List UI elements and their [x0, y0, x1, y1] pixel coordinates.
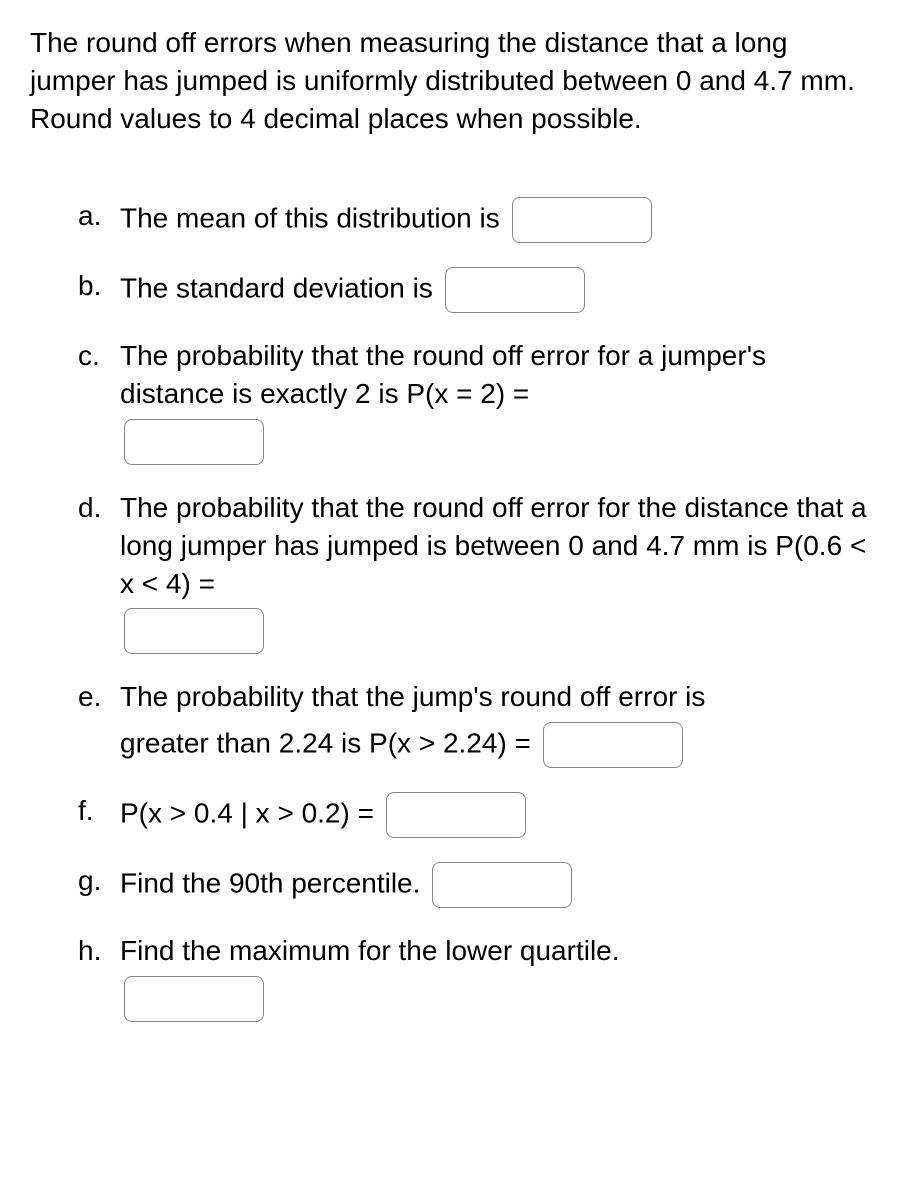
question-f: f. P(x > 0.4 | x > 0.2) = — [78, 792, 876, 838]
problem-intro: The round off errors when measuring the … — [30, 24, 876, 137]
marker-d: d. — [78, 489, 101, 527]
answer-input-d[interactable] — [124, 608, 264, 654]
text-g: Find the 90th percentile. — [120, 868, 420, 899]
question-g: g. Find the 90th percentile. — [78, 862, 876, 908]
marker-h: h. — [78, 932, 101, 970]
text-h: Find the maximum for the lower quartile. — [120, 935, 620, 966]
answer-input-e[interactable] — [543, 722, 683, 768]
question-list: a. The mean of this distribution is b. T… — [30, 197, 876, 1022]
question-d: d. The probability that the round off er… — [78, 489, 876, 654]
answer-input-c[interactable] — [124, 419, 264, 465]
marker-c: c. — [78, 337, 100, 375]
marker-a: a. — [78, 197, 101, 235]
question-e: e. The probability that the jump's round… — [78, 678, 876, 768]
text-b: The standard deviation is — [120, 273, 433, 304]
text-a: The mean of this distribution is — [120, 203, 500, 234]
text-e-2: greater than 2.24 is P(x > 2.24) = — [120, 728, 531, 759]
question-b: b. The standard deviation is — [78, 267, 876, 313]
answer-input-b[interactable] — [445, 267, 585, 313]
text-c: The probability that the round off error… — [120, 340, 766, 409]
text-d: The probability that the round off error… — [120, 492, 867, 599]
marker-b: b. — [78, 267, 101, 305]
answer-input-f[interactable] — [386, 792, 526, 838]
marker-g: g. — [78, 862, 101, 900]
question-c: c. The probability that the round off er… — [78, 337, 876, 465]
question-h: h. Find the maximum for the lower quarti… — [78, 932, 876, 1022]
text-f: P(x > 0.4 | x > 0.2) = — [120, 798, 374, 829]
marker-f: f. — [78, 792, 94, 830]
text-e-1: The probability that the jump's round of… — [120, 681, 705, 712]
answer-input-g[interactable] — [432, 862, 572, 908]
marker-e: e. — [78, 678, 101, 716]
question-a: a. The mean of this distribution is — [78, 197, 876, 243]
answer-input-h[interactable] — [124, 976, 264, 1022]
answer-input-a[interactable] — [512, 197, 652, 243]
